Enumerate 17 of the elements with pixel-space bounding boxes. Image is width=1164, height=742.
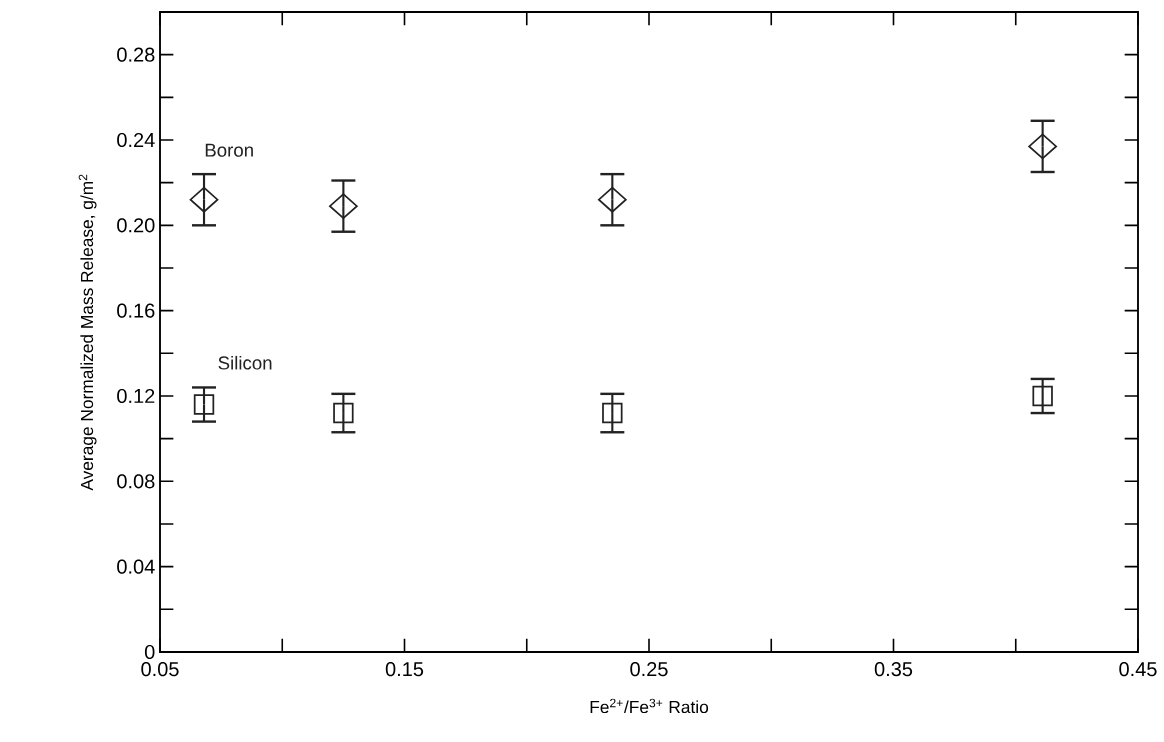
x-tick-label: 0.35 [874, 662, 913, 677]
y-tick-label: 0.20 [117, 218, 155, 233]
x-tick-label: 0.45 [1119, 662, 1157, 677]
x-tick-label: 0.25 [630, 662, 668, 677]
x-axis-title: Fe$^{2+}$/Fe$^{3+}$ Ratio [590, 698, 709, 714]
x-tick-label: 0.15 [385, 662, 424, 677]
y-tick-label: 0.16 [117, 303, 155, 318]
x-tick-label: 0.05 [141, 662, 179, 677]
y-tick-label: 0.12 [117, 388, 155, 404]
y-tick-label: 0.28 [117, 47, 155, 62]
y-tick-label: 0 [144, 644, 155, 660]
y-tick-label: 0.04 [117, 559, 155, 574]
y-tick-label: 0.08 [117, 474, 155, 489]
y-tick-label: 0.24 [117, 132, 155, 148]
series-label: Silicon [218, 355, 272, 370]
y-axis-title: Average Normalized Mass Release, g/m$^{2}$ [78, 174, 97, 491]
series-label: Boron [205, 143, 253, 157]
